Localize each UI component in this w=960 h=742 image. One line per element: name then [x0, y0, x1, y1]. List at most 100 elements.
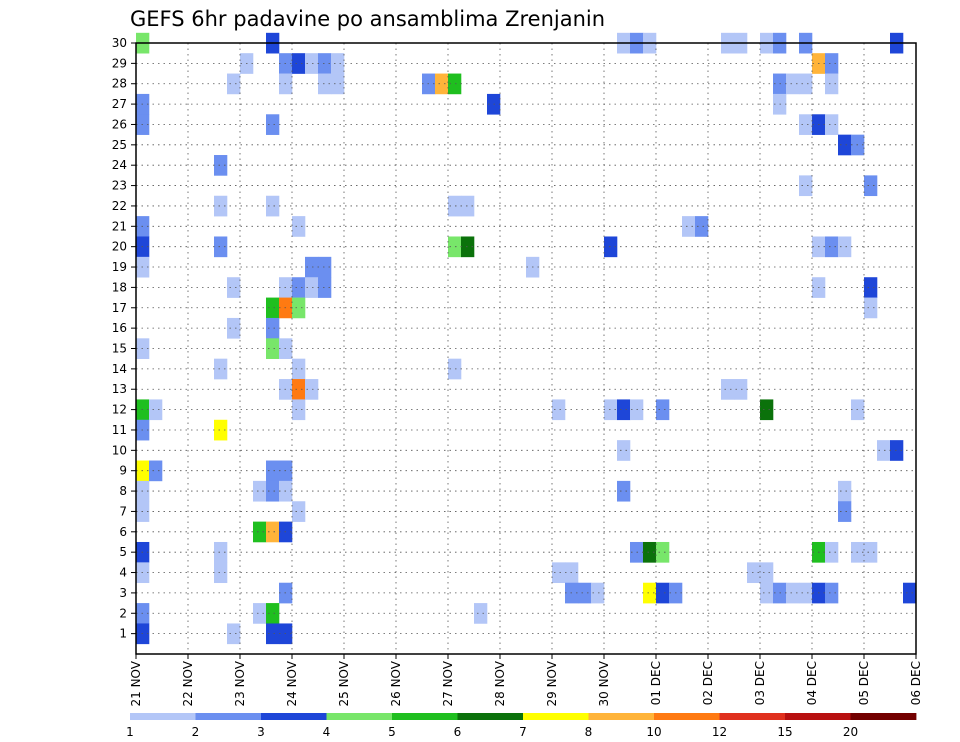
colorbar-label: 1 [126, 725, 134, 739]
heatmap-cell [617, 440, 631, 461]
heatmap-cell [825, 541, 839, 563]
heatmap-cell [825, 114, 839, 135]
colorbar-swatch [457, 713, 524, 720]
x-tick-label: 23 NOV [233, 660, 247, 706]
y-tick-label: 20 [112, 240, 127, 254]
heatmap-cell [253, 603, 267, 624]
colorbar-swatch [326, 713, 393, 720]
y-axis: 1234567891011121314151617181920212223242… [112, 36, 136, 641]
y-tick-label: 10 [112, 443, 127, 457]
heatmap-cell [266, 114, 280, 135]
colorbar-label: 20 [843, 725, 858, 739]
heatmap-cell [760, 582, 774, 604]
colorbar-swatch [392, 713, 458, 720]
heatmap-cell [253, 521, 267, 543]
heatmap-cell [292, 399, 306, 421]
heatmap-cells [136, 32, 917, 645]
heatmap-cell [643, 582, 657, 604]
heatmap-cell [474, 603, 488, 624]
heatmap-cell [227, 623, 241, 645]
heatmap-cell [448, 73, 462, 95]
colorbar-label: 10 [646, 725, 661, 739]
colorbar-label: 5 [388, 725, 396, 739]
x-tick-label: 25 NOV [337, 660, 351, 706]
heatmap-cell [318, 73, 332, 95]
y-tick-label: 8 [119, 484, 127, 498]
heatmap-cell [903, 582, 917, 604]
heatmap-cell [266, 297, 280, 319]
heatmap-cell [149, 399, 163, 421]
y-tick-label: 28 [112, 77, 127, 91]
heatmap-cell [214, 358, 228, 380]
x-tick-label: 26 NOV [389, 660, 403, 706]
heatmap-cell [266, 603, 280, 624]
heatmap-cell [799, 73, 813, 95]
heatmap-cell [266, 317, 280, 339]
heatmap-cell [227, 317, 241, 339]
heatmap-cell [656, 582, 670, 604]
y-tick-label: 6 [119, 525, 127, 539]
heatmap-cell [864, 175, 878, 197]
heatmap-cell [682, 216, 696, 237]
heatmap-cell [305, 53, 319, 74]
heatmap-cell [318, 277, 332, 298]
heatmap-cell [799, 114, 813, 135]
heatmap-cell [825, 582, 839, 604]
heatmap-cell [786, 73, 800, 95]
colorbar-swatch [785, 713, 851, 720]
heatmap-cell [864, 541, 878, 563]
colorbar-label: 3 [257, 725, 265, 739]
chart-title: GEFS 6hr padavine po ansamblima Zrenjani… [130, 7, 605, 31]
x-tick-label: 24 NOV [285, 660, 299, 706]
colorbar-label: 8 [585, 725, 593, 739]
heatmap-cell [214, 419, 228, 441]
heatmap-cell [890, 440, 904, 461]
heatmap-cell [214, 562, 228, 584]
y-tick-label: 16 [112, 321, 127, 335]
heatmap-cell [266, 623, 280, 645]
heatmap-cell [266, 195, 280, 217]
colorbar-label: 7 [519, 725, 527, 739]
colorbar-swatch [654, 713, 720, 720]
heatmap-cell [214, 195, 228, 217]
x-tick-label: 27 NOV [441, 660, 455, 706]
heatmap-cell [305, 277, 319, 298]
y-tick-label: 15 [112, 342, 127, 356]
y-tick-label: 30 [112, 36, 127, 50]
heatmap-cell [838, 501, 852, 522]
colorbar-label: 6 [454, 725, 462, 739]
heatmap-cell [214, 541, 228, 563]
heatmap-cell [292, 297, 306, 319]
heatmap-cell [656, 399, 670, 421]
heatmap-cell [591, 582, 605, 604]
heatmap-cell [721, 379, 735, 400]
heatmap-cell [825, 73, 839, 95]
y-tick-label: 23 [112, 179, 127, 193]
y-tick-label: 5 [119, 545, 127, 559]
heatmap-cell [864, 277, 878, 298]
heatmap-cell [760, 562, 774, 584]
y-tick-label: 7 [119, 504, 127, 518]
colorbar-swatch [195, 713, 262, 720]
colorbar-legend: 1 2 3 4 5 6 7 8 10 12 15 20 [126, 713, 917, 739]
heatmap-cell [266, 480, 280, 502]
y-tick-label: 24 [112, 158, 127, 172]
heatmap-cell [604, 399, 618, 421]
y-tick-label: 13 [112, 382, 127, 396]
y-tick-label: 4 [119, 566, 127, 580]
heatmap-cell [617, 480, 631, 502]
heatmap-cell [552, 562, 566, 584]
colorbar-swatch [850, 713, 917, 720]
heatmap-cell [331, 53, 345, 74]
heatmap-cell [266, 521, 280, 543]
heatmap-cell [214, 155, 228, 176]
y-tick-label: 2 [119, 606, 127, 620]
heatmap-cell [461, 195, 475, 217]
y-tick-label: 27 [112, 97, 127, 111]
x-tick-label: 03 DEC [753, 661, 767, 705]
heatmap-cell [799, 582, 813, 604]
heatmap-cell [461, 236, 475, 258]
heatmap-cell [656, 541, 670, 563]
y-tick-label: 25 [112, 138, 127, 152]
x-tick-label: 02 DEC [701, 661, 715, 705]
